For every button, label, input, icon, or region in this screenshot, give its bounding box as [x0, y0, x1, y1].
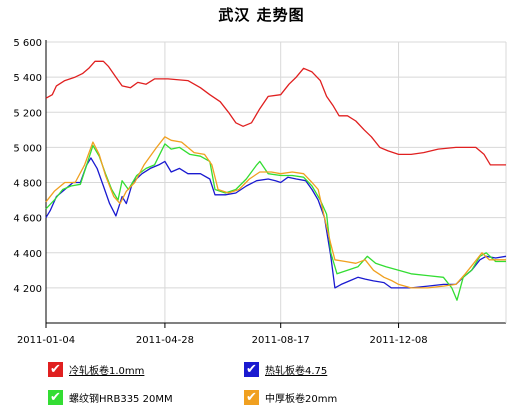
- y-tick-label: 5 200: [13, 108, 42, 119]
- legend-item-3[interactable]: ✔ 螺纹钢HRB335 20MM: [48, 390, 173, 405]
- series-line-1: [45, 60, 506, 166]
- y-tick-label: 4 400: [13, 249, 42, 260]
- legend-label: 中厚板卷20mm: [265, 394, 338, 405]
- x-tick-label: 2011-01-04: [17, 335, 75, 346]
- y-tick-label: 4 200: [13, 284, 42, 295]
- line-chart: 4 200 4 400 4 600 4 800 5 000 5 200 5 400 5 600…: [13, 38, 507, 346]
- legend-item-4[interactable]: ✔ 中厚板卷20mm: [244, 390, 337, 405]
- y-tick-label: 4 600: [13, 214, 42, 225]
- legend-item-1[interactable]: ✔ 冷轧板卷1.0mm: [48, 362, 144, 377]
- y-tick-label: 5 000: [13, 143, 42, 154]
- chart-title: 武汉 走势图: [218, 6, 305, 24]
- y-tick-label: 5 400: [13, 73, 42, 84]
- checkbox-icon[interactable]: ✔: [244, 390, 259, 405]
- checkbox-icon[interactable]: ✔: [244, 362, 259, 377]
- y-tick-label: 4 800: [13, 179, 42, 190]
- legend-label: 螺纹钢HRB335 20MM: [69, 394, 173, 405]
- legend-label: 热轧板卷4.75: [265, 366, 328, 377]
- legend-item-2[interactable]: ✔ 热轧板卷4.75: [244, 362, 327, 377]
- checkbox-icon[interactable]: ✔: [48, 390, 63, 405]
- x-tick-label: 2011-08-17: [252, 335, 310, 346]
- legend-label: 冷轧板卷1.0mm: [69, 366, 145, 377]
- x-tick-label: 2011-12-08: [369, 335, 427, 346]
- series-line-4: [45, 136, 506, 289]
- checkbox-icon[interactable]: ✔: [48, 362, 63, 377]
- y-tick-label: 5 600: [13, 38, 42, 49]
- series-line-2: [45, 157, 507, 289]
- x-tick-label: 2011-04-28: [136, 335, 194, 346]
